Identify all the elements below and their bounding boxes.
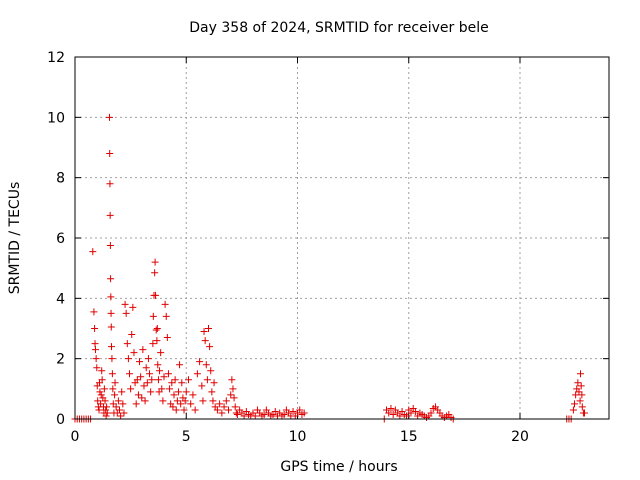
y-tick-label: 12 [47,50,65,66]
y-tick-label: 2 [56,352,65,368]
x-axis-label: GPS time / hours [280,459,397,475]
chart-background [0,0,640,480]
y-tick-label: 8 [56,171,65,187]
chart-title: Day 358 of 2024, SRMTID for receiver bel… [189,20,488,36]
x-tick-label: 0 [71,429,80,445]
x-tick-label: 15 [400,429,418,445]
x-tick-label: 5 [182,429,191,445]
y-tick-label: 0 [56,412,65,428]
y-axis-label: SRMTID / TECUs [7,182,23,295]
chart: Day 358 of 2024, SRMTID for receiver bel… [0,0,640,480]
y-tick-label: 10 [47,110,65,126]
x-tick-label: 10 [289,429,307,445]
y-tick-label: 4 [56,291,65,307]
y-tick-label: 6 [56,231,65,247]
x-tick-label: 20 [511,429,529,445]
